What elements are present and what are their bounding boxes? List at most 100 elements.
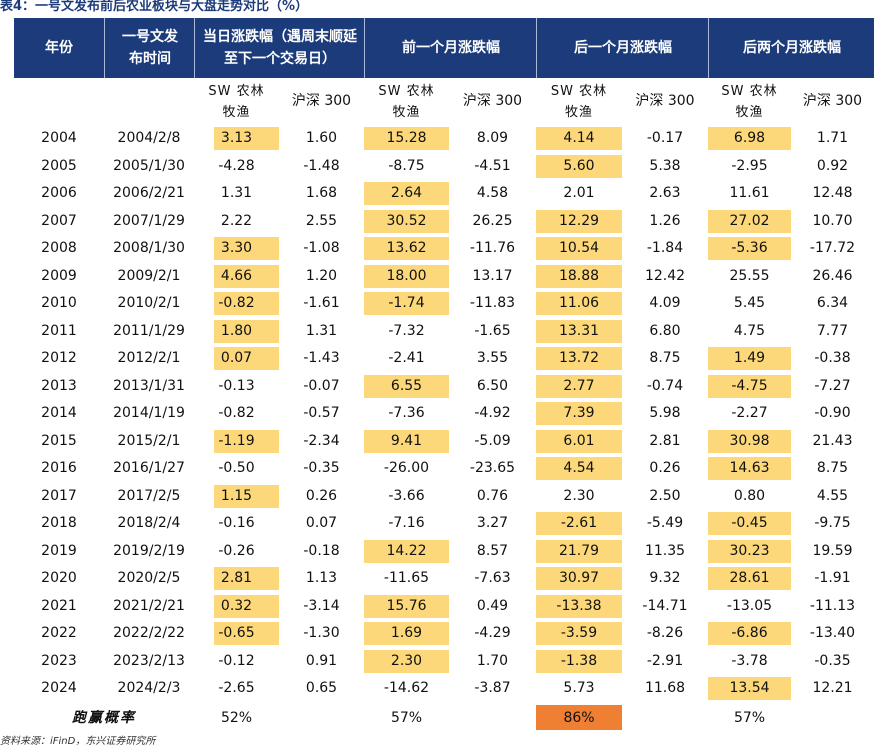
cell-value: 1.15	[194, 483, 279, 511]
cell-value: 3.55	[476, 350, 509, 366]
cell-value: 2.01	[563, 185, 595, 201]
cell-value: -0.16	[218, 515, 255, 531]
cell-value: -1.65	[474, 322, 511, 339]
cell-value: 15.28	[364, 125, 449, 153]
cell-year: 2021	[41, 597, 77, 614]
subheader-hs300-label: 沪深 300	[802, 93, 863, 109]
highlight	[364, 622, 449, 645]
cell-value: 26.25	[472, 212, 513, 229]
cell-value: -1.19	[194, 428, 279, 456]
cell-value: 4.09	[649, 295, 681, 311]
cell-value: -11.13	[809, 597, 856, 614]
cell-value: 1.68	[305, 185, 338, 201]
table-row: 2018 2018/2/4 -0.16 0.07 -7.16 3.27 -2.61 -5.49…	[14, 510, 874, 538]
cell-value: -7.16	[388, 515, 425, 531]
header-year: 年份	[45, 40, 73, 56]
cell-value: 11.68	[644, 680, 686, 696]
cell-value: 13.72	[536, 345, 622, 373]
cell-value: 0.32	[194, 593, 279, 621]
highlight	[214, 567, 279, 590]
cell-value: -1.38	[536, 648, 622, 676]
cell-value: 1.80	[194, 318, 279, 346]
cell-date: 2009/2/1	[117, 267, 181, 284]
cell-date: 2005/1/30	[113, 157, 185, 174]
cell-value: 12.42	[644, 267, 686, 284]
highlight	[214, 237, 279, 260]
cell-value: 2.30	[364, 648, 449, 676]
cell-value: 5.38	[649, 157, 681, 174]
cell-value: 30.98	[708, 428, 791, 456]
cell-value: -0.35	[303, 460, 340, 476]
cell-value: -7.63	[474, 570, 511, 586]
highlight	[214, 127, 279, 150]
cell-date: 2007/1/29	[113, 212, 185, 229]
cell-value: -13.40	[809, 625, 856, 641]
cell-value: 6.50	[476, 377, 509, 394]
cell-value: -1.48	[303, 157, 340, 174]
cell-year: 2007	[41, 212, 77, 229]
cell-value: -0.18	[303, 542, 340, 559]
highlight	[536, 402, 622, 425]
cell-value: 27.02	[708, 208, 791, 236]
footer-row: 跑赢概率 52% 57% 86% 57%	[14, 703, 874, 733]
highlight	[214, 347, 279, 370]
header-sameday-line1: 当日涨跌幅（遇周末顺延	[203, 29, 357, 45]
cell-value: -3.14	[303, 597, 340, 614]
cell-value: 13.31	[536, 318, 622, 346]
cell-value: -0.50	[218, 460, 255, 476]
cell-date: 2008/1/30	[113, 240, 185, 256]
cell-year: 2008	[41, 240, 77, 256]
highlight	[536, 154, 622, 178]
cell-value: 1.31	[220, 185, 253, 201]
cell-date: 2021/2/21	[113, 597, 185, 614]
cell-value: -1.43	[303, 350, 340, 366]
cell-year: 2018	[41, 515, 77, 531]
header-sameday: 当日涨跌幅（遇周末顺延 至下一个交易日）	[194, 18, 365, 78]
cell-value: 18.88	[536, 263, 622, 291]
cell-value: 11.61	[729, 185, 770, 201]
highlight	[708, 567, 791, 590]
cell-value: 10.70	[812, 212, 853, 229]
cell-value: -4.29	[474, 625, 511, 641]
cell-value: -1.30	[303, 625, 340, 641]
cell-value: -1.91	[814, 570, 851, 586]
cell-value: -2.34	[303, 432, 340, 449]
table-header: 年份 一号文发 布时间 当日涨跌幅（遇周末顺延 至下一个交易日） 前一个月涨跌幅…	[14, 18, 874, 78]
cell-value: -11.76	[469, 240, 516, 256]
cell-value: -0.45	[708, 510, 791, 538]
subheader-sw-line2: 牧渔	[564, 104, 593, 120]
table-row: 2024 2024/2/3 -2.65 0.65 -14.62 -3.87 5.73 11.6…	[14, 675, 874, 703]
cell-value: 26.46	[812, 267, 853, 284]
cell-value: -4.28	[218, 157, 255, 174]
cell-value: -1.08	[303, 240, 340, 256]
cell-value: 14.22	[364, 538, 449, 566]
highlight	[708, 347, 791, 370]
header-sameday-line2: 至下一个交易日）	[224, 51, 336, 67]
table-row: 2023 2023/2/13 -0.12 0.91 2.30 1.70 -1.38 -2.91…	[14, 648, 874, 676]
cell-value: -7.27	[814, 377, 851, 394]
cell-value: 0.07	[194, 345, 279, 373]
cell-value: 5.60	[536, 153, 622, 181]
cell-value: 25.55	[729, 267, 770, 284]
cell-value: 7.77	[816, 322, 849, 339]
subheader-sw: SW 农林 牧渔	[194, 78, 279, 125]
cell-value: 4.66	[194, 263, 279, 291]
footer-next-two-months: 57%	[733, 710, 766, 726]
cell-value: 8.09	[476, 130, 509, 146]
subheader-sw-line1: SW 农林	[550, 83, 608, 99]
cell-value: 19.59	[812, 542, 853, 559]
subheader-hs300: 沪深 300	[449, 78, 536, 125]
cell-date: 2015/2/1	[117, 432, 181, 449]
table-row: 2022 2022/2/22 -0.65 -1.30 1.69 -4.29 -3.59 -8.…	[14, 620, 874, 648]
cell-value: -13.38	[536, 593, 622, 621]
cell-date: 2020/2/5	[117, 570, 181, 586]
highlight	[536, 374, 622, 398]
table-row: 2019 2019/2/19 -0.26 -0.18 14.22 8.57 21.79 11.…	[14, 538, 874, 566]
cell-value: 0.76	[476, 487, 509, 504]
cell-value: 6.55	[364, 373, 449, 401]
subheader-sw-line1: SW 农林	[378, 83, 435, 99]
cell-value: 9.41	[364, 428, 449, 456]
subheader-sw-line2: 牧渔	[735, 104, 764, 120]
highlight	[536, 622, 622, 645]
cell-year: 2009	[41, 267, 77, 284]
